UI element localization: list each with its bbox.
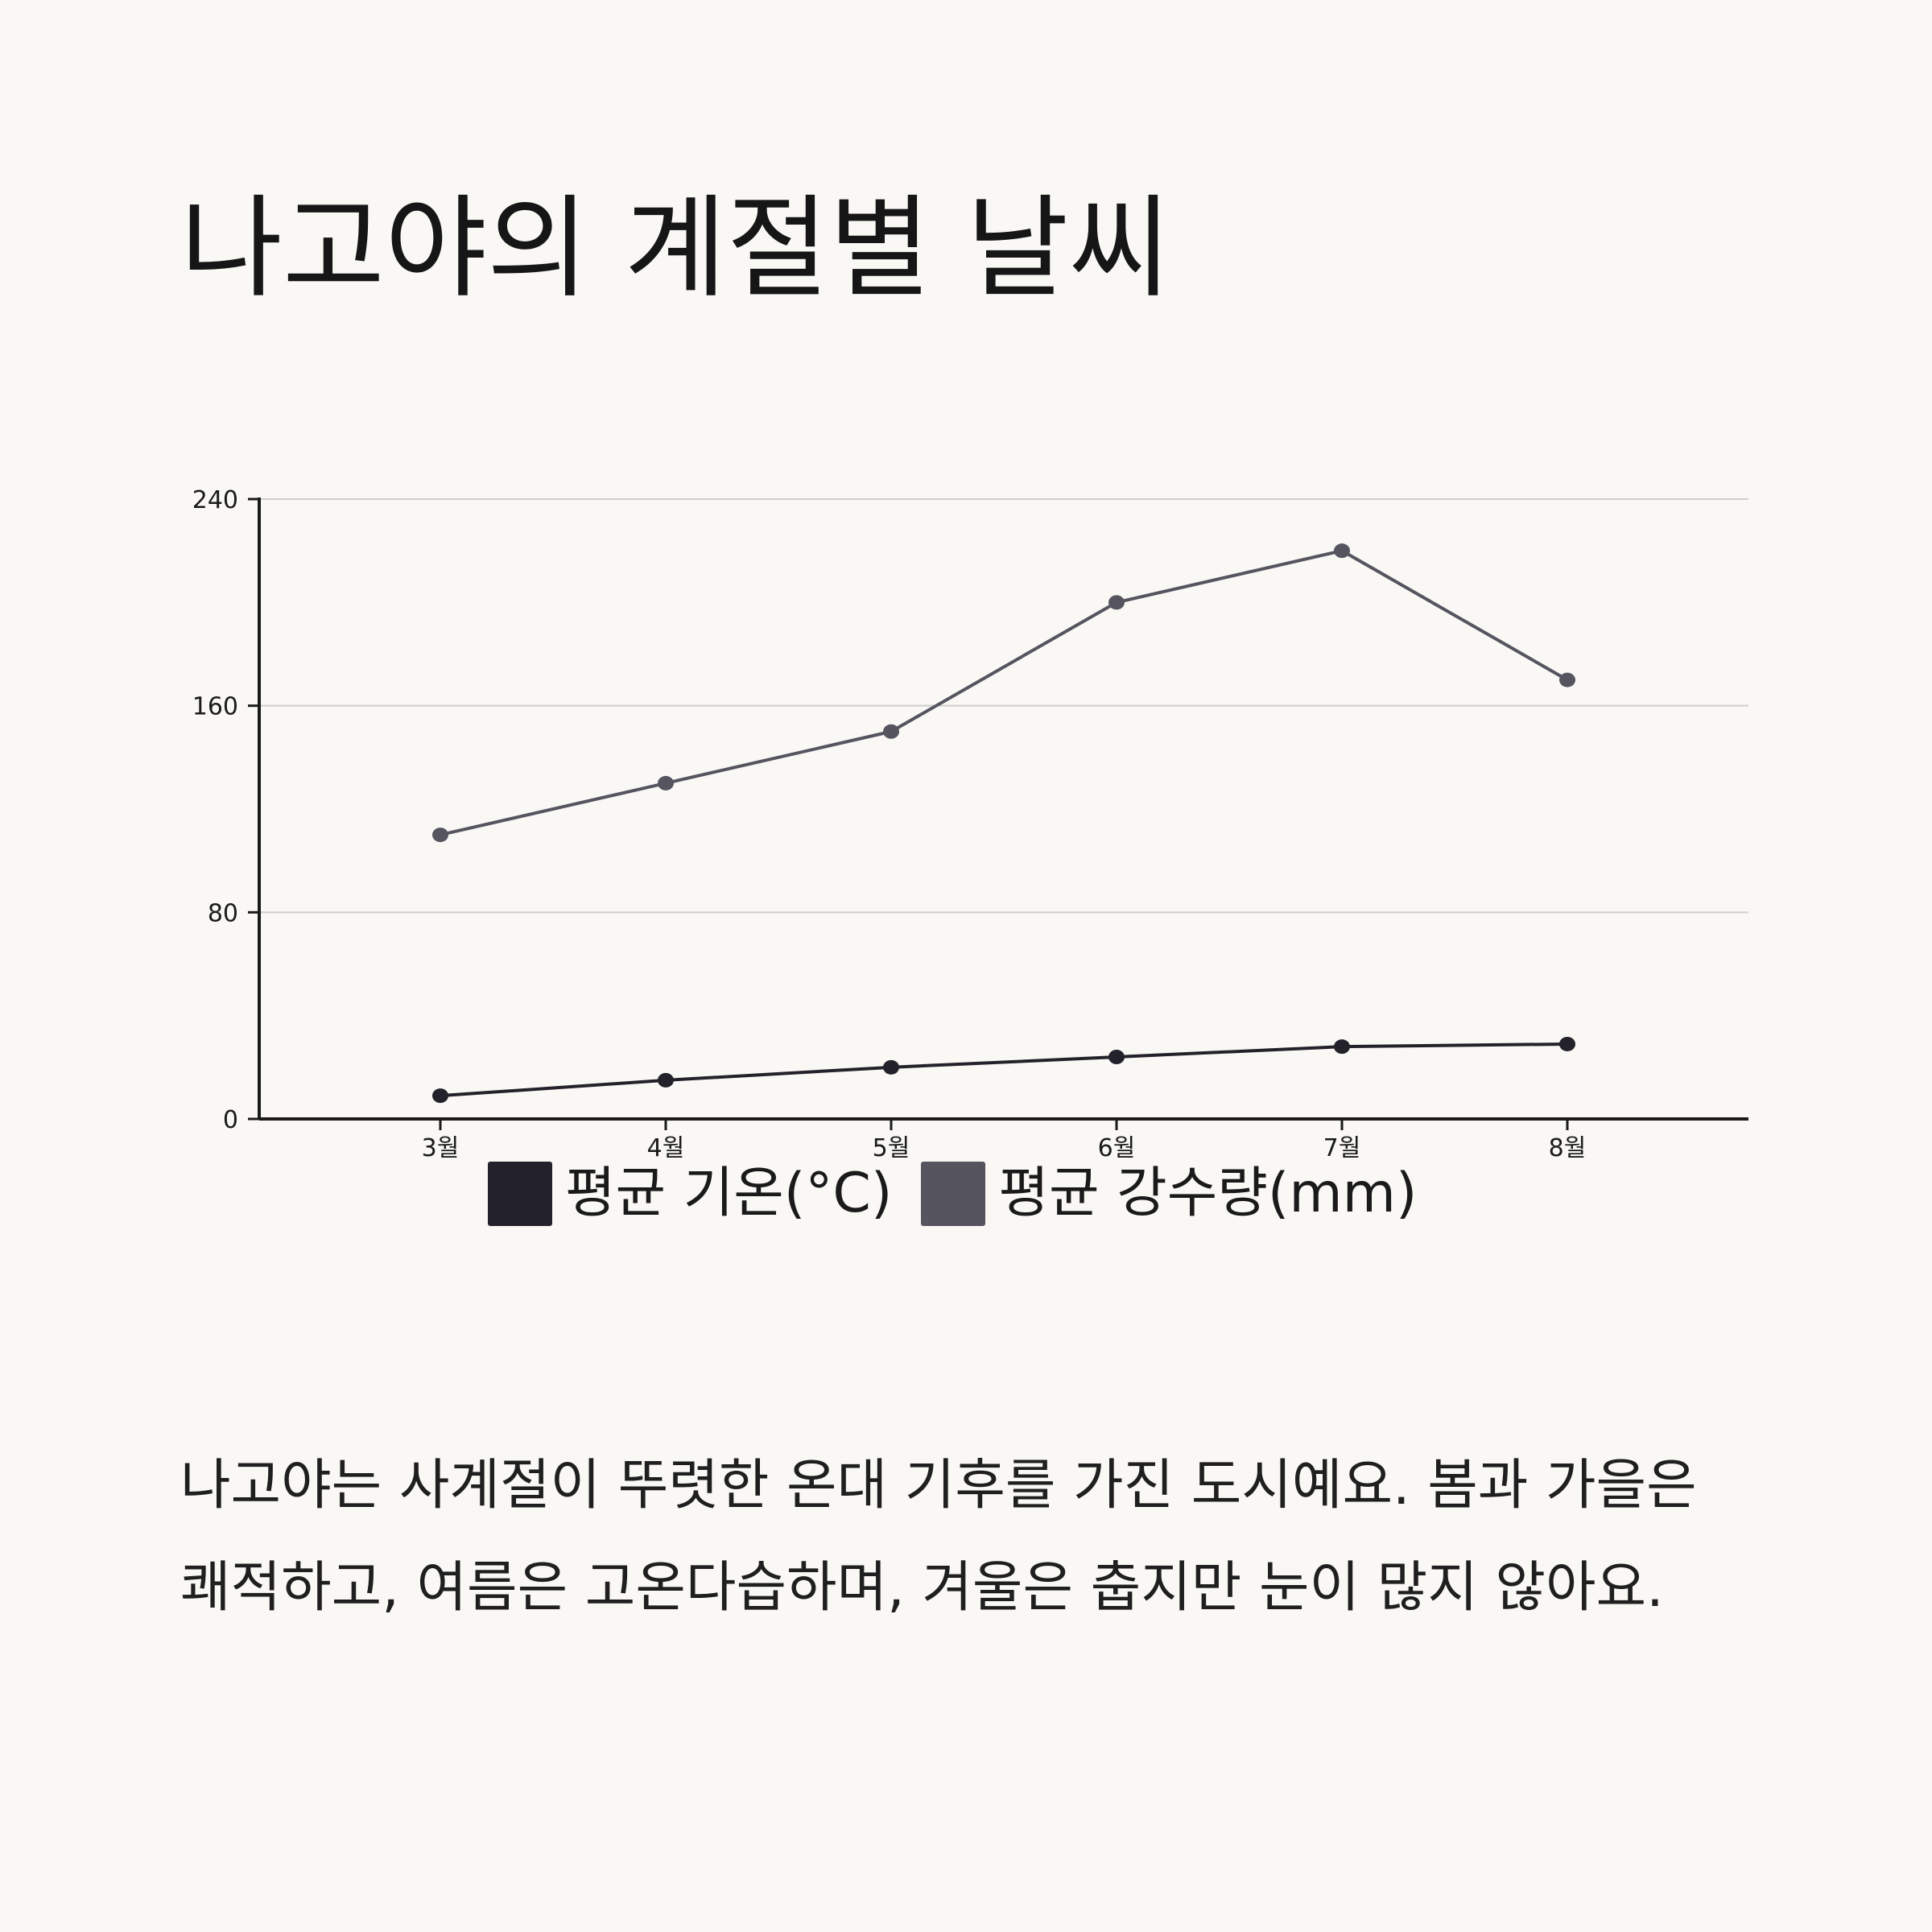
x-tick-label: 6월	[1098, 1134, 1136, 1162]
description-text: 나고야는 사계절이 뚜렷한 온대 기후를 가진 도시예요. 봄과 가을은 쾌적하…	[180, 1454, 1697, 1620]
line-chart: 0 80 160 240 3월 4월 5월 6월 7월 8월	[192, 486, 1748, 1162]
legend-swatch-precipitation	[921, 1162, 986, 1226]
legend-item-temperature: 평균 기온(°C)	[488, 1162, 892, 1226]
data-point-1-3	[1108, 595, 1125, 610]
x-tick-label: 5월	[873, 1134, 910, 1162]
gridlines	[259, 498, 1748, 914]
y-tick-label: 80	[208, 899, 238, 927]
tick-labels: 0 80 160 240 3월 4월 5월 6월 7월 8월	[192, 486, 1587, 1162]
legend-label-temperature: 평균 기온(°C)	[565, 1162, 893, 1225]
data-point-1-1	[658, 775, 674, 791]
y-tick-label: 240	[192, 486, 238, 514]
y-tick-label: 0	[223, 1106, 238, 1134]
data-point-1-0	[432, 828, 448, 843]
data-point-1-5	[1559, 672, 1575, 687]
series-line-1	[440, 549, 1568, 837]
series	[432, 543, 1575, 1104]
data-point-0-2	[883, 1059, 899, 1075]
x-tick-label: 8월	[1549, 1134, 1587, 1162]
y-tick-label: 160	[192, 693, 238, 721]
data-point-1-4	[1334, 543, 1350, 559]
legend-item-precipitation: 평균 강수량(mm)	[921, 1162, 1417, 1226]
data-point-1-2	[883, 724, 899, 739]
axes	[248, 497, 1748, 1130]
data-point-0-1	[658, 1072, 674, 1088]
series-line-0	[440, 1042, 1568, 1098]
data-point-0-3	[1108, 1050, 1125, 1064]
legend-swatch-temperature	[488, 1162, 552, 1226]
page-title: 나고야의 계절별 날씨	[180, 184, 1171, 313]
chart-legend: 평균 기온(°C) 평균 강수량(mm)	[488, 1161, 1446, 1227]
legend-label-precipitation: 평균 강수량(mm)	[998, 1162, 1418, 1225]
x-tick-label: 3월	[422, 1134, 460, 1162]
data-point-0-5	[1559, 1036, 1575, 1051]
data-point-0-4	[1334, 1039, 1350, 1055]
data-point-0-0	[432, 1088, 448, 1104]
x-tick-label: 7월	[1323, 1134, 1361, 1162]
x-tick-label: 4월	[647, 1134, 685, 1162]
